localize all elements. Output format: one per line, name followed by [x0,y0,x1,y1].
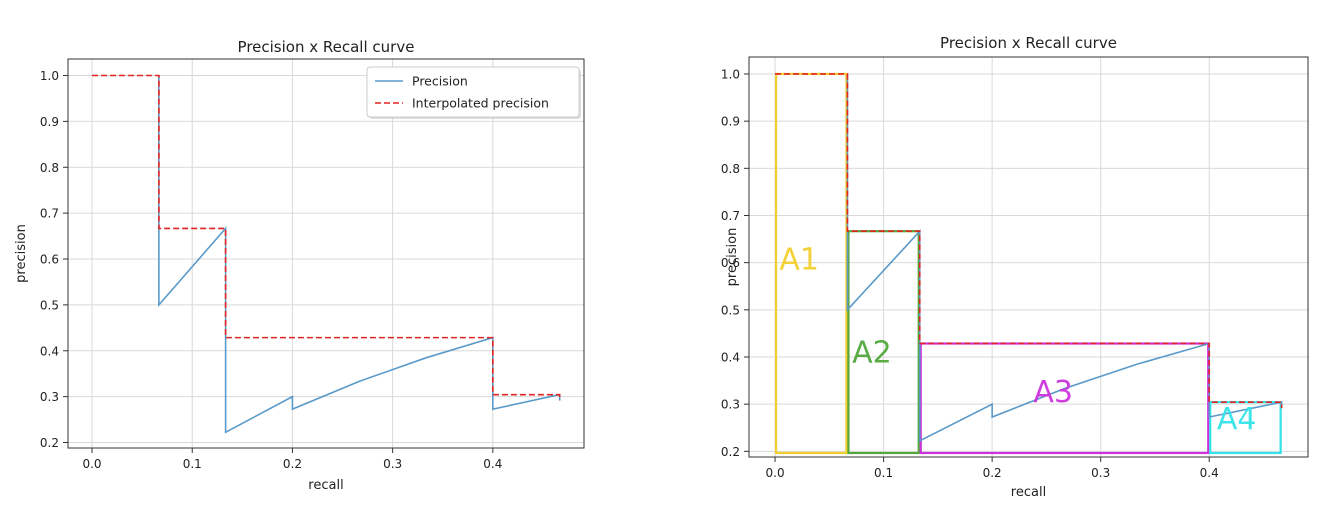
right-x-axis-label: recall [1011,485,1046,500]
left-y-tick-label: 0.7 [40,207,59,221]
right-x-tick-label: 0.2 [983,466,1002,480]
right-chart: Precision x Recall curve A1 A2 A3 A4 0.0 0.1 0.… [666,0,1332,522]
left-legend-box [366,66,580,118]
right-series [775,73,1283,443]
right-y-tick-label: 0.8 [721,162,740,176]
right-area-label-a4: A4 [1217,402,1257,437]
right-y-tick-label: 0.6 [721,256,740,270]
left-series-interpolated-precision-line [92,74,561,401]
left-y-tick-label: 0.6 [40,253,59,267]
right-y-tick-label: 1.0 [721,67,740,81]
left-y-tick-label: 0.4 [40,344,59,358]
left-x-tick-label: 0.3 [383,457,402,471]
right-y-tick-label: 0.4 [721,351,740,365]
right-y-tick-label: 0.5 [721,303,740,317]
right-area-rect-a4 [1209,401,1282,455]
left-x-ticks: 0.0 0.1 0.2 0.3 0.4 [82,448,502,471]
left-y-tick-label: 1.0 [40,69,59,83]
left-axes-frame [67,58,585,449]
left-y-tick-label: 0.2 [40,436,59,450]
right-chart-title: Precision x Recall curve [940,34,1117,52]
left-legend-label: Precision [412,74,468,89]
left-y-axis-label: precision [14,224,29,283]
right-series-interpolated-precision-line [775,73,1283,409]
right-x-tick-label: 0.1 [874,466,893,480]
left-x-tick-label: 0.4 [483,457,502,471]
right-x-tick-label: 0.3 [1091,466,1110,480]
left-x-tick-label: 0.1 [183,457,202,471]
right-area-label-a1: A1 [779,243,819,278]
right-axes-frame [748,56,1309,458]
left-x-axis-label: recall [308,478,343,493]
left-series [92,74,561,434]
left-y-tick-label: 0.5 [40,298,59,312]
right-area-label-a3: A3 [1033,375,1073,410]
right-x-tick-label: 0.4 [1200,466,1219,480]
right-area-labels: A1 A2 A3 A4 [779,243,1256,437]
left-y-ticks: 0.2 0.3 0.4 0.5 0.6 0.7 0.8 0.9 1.0 [40,69,68,450]
left-y-tick-label: 0.9 [40,115,59,129]
left-legend: Precision Interpolated precision [366,66,581,119]
right-x-ticks: 0.0 0.1 0.2 0.3 0.4 [766,457,1219,480]
right-area-rects [774,72,1282,455]
right-y-tick-label: 0.3 [721,398,740,412]
right-y-ticks: 0.2 0.3 0.4 0.5 0.6 0.7 0.8 0.9 1.0 [721,67,749,459]
right-grid [749,57,1308,457]
left-y-tick-label: 0.8 [40,161,59,175]
right-y-tick-label: 0.2 [721,445,740,459]
right-y-axis-label: precision [725,228,740,287]
right-x-tick-label: 0.0 [766,466,785,480]
left-x-tick-label: 0.2 [283,457,302,471]
left-chart-title: Precision x Recall curve [238,38,415,56]
left-series-precision-line [158,75,561,434]
right-y-tick-label: 0.7 [721,209,740,223]
right-y-tick-label: 0.9 [721,115,740,129]
left-x-tick-label: 0.0 [82,457,101,471]
left-chart: Precision x Recall curve 0.0 0.1 0.2 0.3 0.4 0… [14,38,585,493]
right-area-label-a2: A2 [852,336,892,371]
left-legend-label: Interpolated precision [412,96,549,111]
left-y-tick-label: 0.3 [40,390,59,404]
